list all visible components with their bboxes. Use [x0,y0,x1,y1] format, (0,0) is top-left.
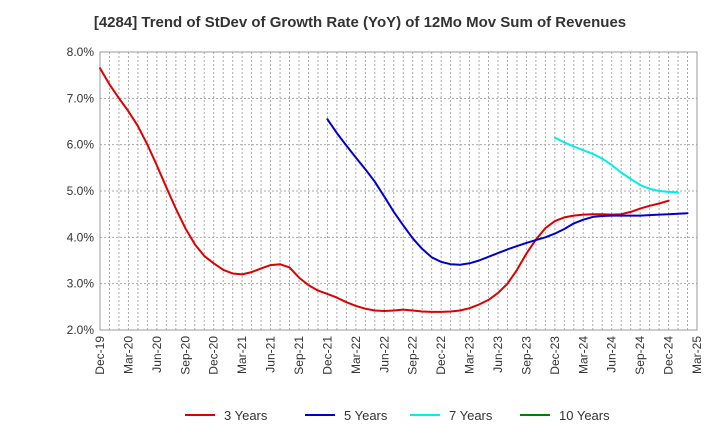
x-tick-label: Dec-23 [548,336,562,375]
x-tick-label: Sep-22 [406,336,420,375]
y-tick-label: 7.0% [67,91,95,105]
x-tick-label: Dec-24 [662,336,676,375]
series-line-5-years [326,118,689,266]
legend-label-3-years: 3 Years [224,408,268,423]
x-tick-label: Dec-19 [93,336,107,375]
legend: 3 Years 5 Years 7 Years 10 Years [185,408,610,423]
series-line-3-years [99,67,670,313]
series-line-7-years [553,136,679,194]
legend-label-7-years: 7 Years [449,408,493,423]
x-tick-label: Dec-22 [434,336,448,375]
chart-title: [4284] Trend of StDev of Growth Rate (Yo… [93,14,627,31]
series-lines [99,67,689,313]
x-tick-label: Mar-22 [349,336,363,374]
x-tick-label: Jun-21 [264,336,278,373]
x-tick-label: Sep-20 [178,336,192,375]
y-tick-label: 3.0% [67,277,95,291]
grid [99,51,698,331]
x-tick-label: Dec-21 [320,336,334,375]
x-tick-label: Mar-24 [576,336,590,374]
y-tick-label: 5.0% [67,184,95,198]
legend-label-10-years: 10 Years [559,408,610,423]
x-tick-label: Sep-24 [633,336,647,375]
x-tick-label: Sep-23 [519,336,533,375]
x-tick-label: Jun-22 [377,336,391,373]
legend-label-5-years: 5 Years [344,408,388,423]
y-tick-label: 2.0% [67,323,95,337]
plot-area [99,51,698,331]
x-tick-label: Jun-24 [605,336,619,373]
y-tick-label: 8.0% [67,45,95,59]
x-tick-label: Jun-20 [150,336,164,373]
x-tick-label: Dec-20 [207,336,221,375]
x-tick-label: Sep-21 [292,336,306,375]
y-tick-label: 6.0% [67,138,95,152]
x-tick-label: Mar-20 [121,336,135,374]
x-tick-label: Mar-21 [235,336,249,374]
y-tick-label: 4.0% [67,230,95,244]
x-tick-label: Mar-25 [690,336,704,374]
x-tick-label: Jun-23 [491,336,505,373]
x-axis: Dec-19 Mar-20 Jun-20 Sep-20 Dec-20 Mar-21 Jun-… [93,336,704,375]
y-axis: 2.0% 3.0% 4.0% 5.0% 6.0% 7.0% 8.0% [67,45,95,337]
x-tick-label: Mar-23 [463,336,477,374]
